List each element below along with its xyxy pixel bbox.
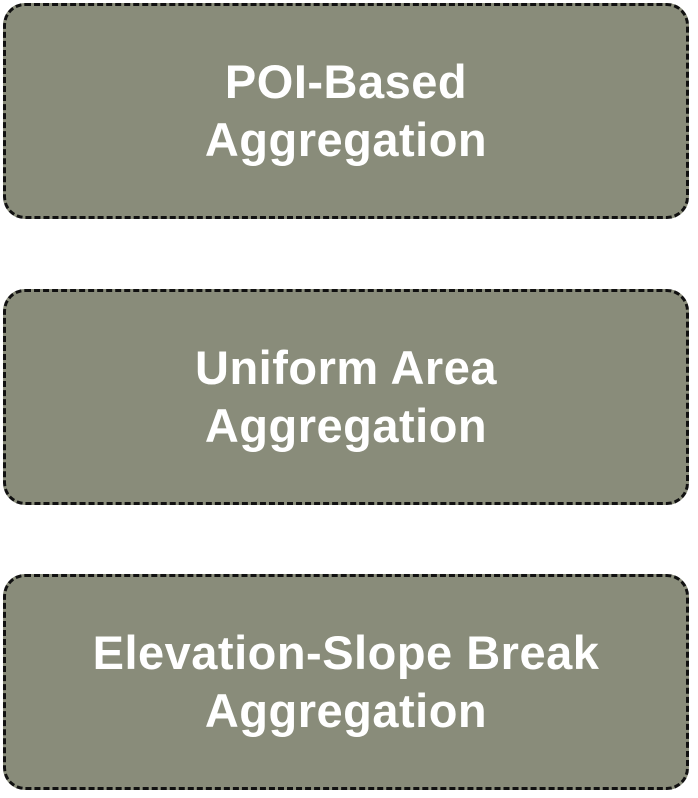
- elevation-slope-break-aggregation-box: Elevation-Slope Break Aggregation: [3, 574, 689, 790]
- box-label: POI-Based Aggregation: [185, 53, 507, 169]
- box-label: Uniform Area Aggregation: [175, 339, 517, 455]
- uniform-area-aggregation-box: Uniform Area Aggregation: [3, 289, 689, 505]
- box-label-line-2: Aggregation: [204, 684, 488, 737]
- poi-based-aggregation-box: POI-Based Aggregation: [3, 3, 689, 219]
- box-label-line-1: POI-Based: [224, 55, 468, 108]
- box-label-line-1: Uniform Area: [195, 341, 497, 394]
- box-label: Elevation-Slope Break Aggregation: [73, 624, 620, 740]
- box-label-line-2: Aggregation: [204, 113, 488, 166]
- box-label-line-2: Aggregation: [204, 399, 488, 452]
- box-label-line-1: Elevation-Slope Break: [92, 626, 600, 679]
